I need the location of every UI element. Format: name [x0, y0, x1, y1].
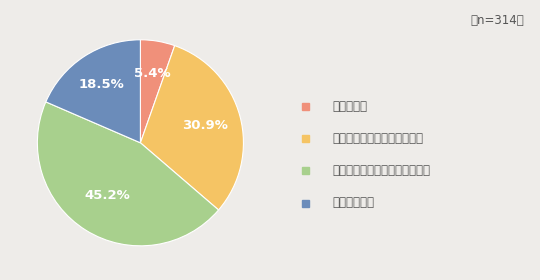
Text: 5.4%: 5.4%: [134, 67, 171, 80]
Text: どちらかというと出来ている: どちらかというと出来ている: [332, 132, 423, 145]
Text: 45.2%: 45.2%: [85, 189, 131, 202]
Text: 出来ていない: 出来ていない: [332, 197, 374, 209]
Text: 出来ている: 出来ている: [332, 100, 367, 113]
Wedge shape: [140, 46, 244, 210]
Wedge shape: [140, 40, 175, 143]
Text: 18.5%: 18.5%: [79, 78, 125, 91]
Text: （n=314）: （n=314）: [470, 14, 524, 27]
Text: 30.9%: 30.9%: [182, 119, 228, 132]
Wedge shape: [37, 102, 219, 246]
Wedge shape: [46, 40, 140, 143]
Text: どちらかというと出来ていない: どちらかというと出来ていない: [332, 164, 430, 177]
